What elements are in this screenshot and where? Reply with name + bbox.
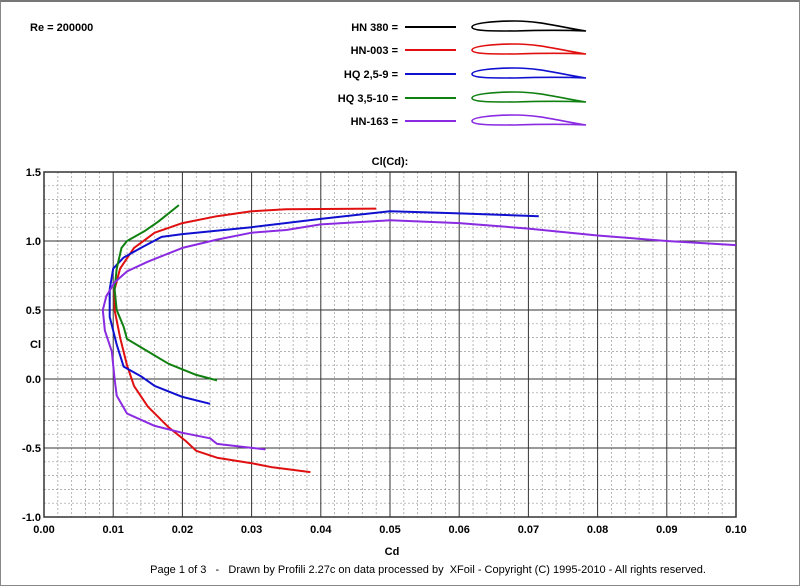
grid: [43, 171, 737, 518]
y-tick-label: 1.0: [26, 236, 41, 248]
chart-title: Cl(Cd):: [372, 156, 409, 168]
x-tick-label: 0.08: [587, 524, 608, 536]
airfoil-shape-icon: [471, 91, 587, 103]
legend-label: HQ 3,5-10 =: [338, 93, 398, 105]
airfoil-shape-icon: [471, 114, 587, 126]
x-tick-label: 0.10: [725, 524, 746, 536]
y-axis-label: Cl: [30, 339, 41, 351]
x-tick-label: 0.02: [172, 524, 193, 536]
x-tick-label: 0.07: [518, 524, 539, 536]
y-tick-label: 0.0: [26, 374, 41, 386]
y-tick-label: 0.5: [26, 305, 41, 317]
x-tick-label: 0.01: [102, 524, 123, 536]
plot-border: [43, 171, 737, 518]
reynolds-label: Re = 200000: [30, 22, 93, 34]
x-tick-label: 0.06: [448, 524, 469, 536]
airfoil-shape-icon: [471, 67, 587, 79]
y-tick-label: -1.0: [22, 512, 41, 524]
y-tick-label: -0.5: [22, 443, 41, 455]
legend-label: HN-163 =: [351, 116, 398, 128]
series-line-hn-003: [113, 207, 377, 474]
x-tick-label: 0.09: [656, 524, 677, 536]
x-tick-label: 0.05: [379, 524, 400, 536]
x-tick-label: 0.03: [241, 524, 262, 536]
legend-label: HN-003 =: [351, 45, 398, 57]
series-lines: [101, 204, 737, 474]
x-axis-label: Cd: [385, 546, 400, 558]
legend: HN 380 = HN-003 = HQ 2,5-9 = HQ 3,5-10 = HN-…: [338, 20, 587, 128]
series-line-hq-2-5-9: [108, 210, 539, 405]
x-tick-label: 0.00: [33, 524, 54, 536]
y-tick-label: 1.5: [26, 167, 41, 179]
legend-label: HQ 2,5-9 =: [344, 69, 398, 81]
legend-label: HN 380 =: [351, 22, 398, 34]
series-line-hq-3-5-10: [113, 204, 218, 382]
x-tick-label: 0.04: [310, 524, 332, 536]
footer-text: Page 1 of 3 - Drawn by Profili 2.27c on …: [150, 564, 706, 576]
series-line-hn-163: [101, 219, 737, 451]
tick-labels: 0.00 0.01 0.02 0.03 0.04 0.05 0.06 0.07 0.08 0.09…: [22, 167, 747, 536]
airfoil-shape-icon: [471, 43, 587, 55]
airfoil-shape-icon: [471, 20, 587, 32]
